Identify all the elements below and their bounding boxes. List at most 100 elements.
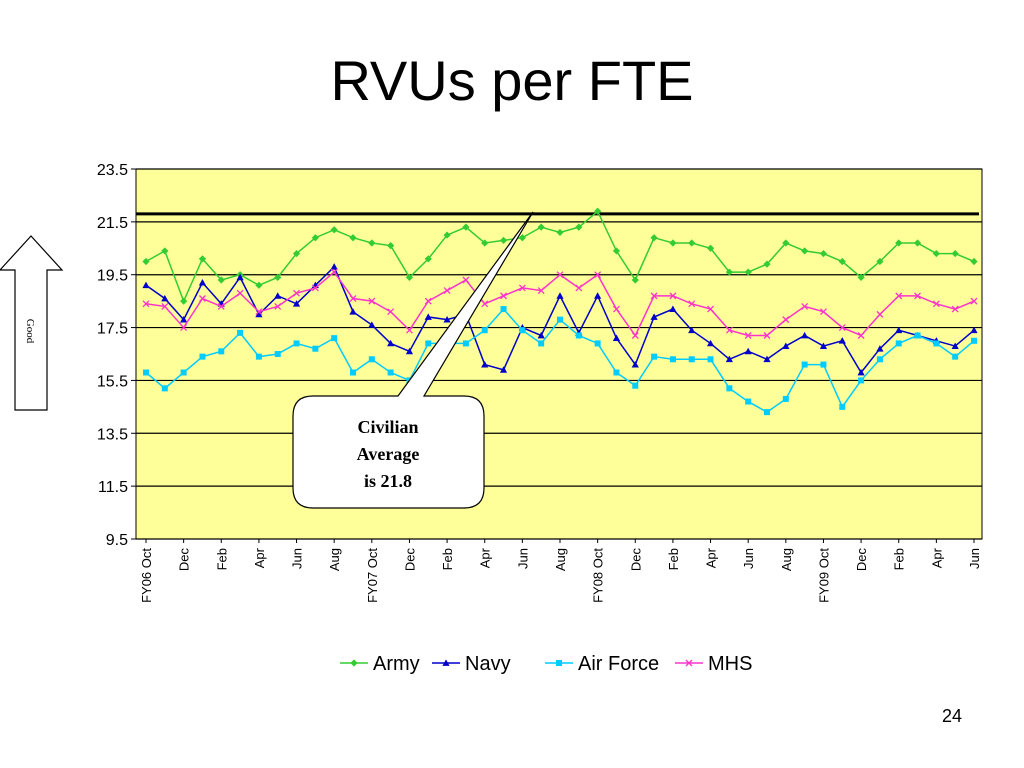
callout-line-1: Civilian (357, 417, 418, 437)
data-point (782, 239, 790, 247)
data-point (349, 308, 357, 315)
series-air-force (143, 306, 977, 416)
x-tick-label: Apr (704, 547, 719, 568)
legend-item: Navy (432, 653, 511, 675)
data-point (180, 369, 187, 376)
data-point (330, 268, 338, 276)
y-tick-label: 11.5 (98, 479, 128, 496)
series-layer (142, 207, 978, 416)
data-point (424, 297, 432, 305)
data-point (330, 263, 338, 270)
data-point (801, 361, 808, 368)
data-point (801, 302, 809, 310)
x-tick-label: Aug (327, 548, 342, 571)
data-point (556, 660, 562, 666)
x-tick-label: Feb (892, 548, 907, 570)
data-point (387, 242, 395, 250)
plot-area (135, 168, 983, 540)
data-point (744, 332, 752, 339)
data-point (198, 295, 206, 302)
data-point (519, 327, 526, 334)
data-point (462, 223, 470, 231)
data-point (575, 223, 583, 231)
data-point (725, 355, 733, 363)
data-point (236, 289, 244, 297)
data-point (312, 345, 319, 352)
data-point (876, 345, 884, 352)
data-point (293, 340, 300, 347)
legend-item: MHS (675, 653, 752, 675)
x-tick-label: Jun (515, 548, 530, 569)
legend-label: Air Force (578, 653, 659, 675)
data-point (858, 377, 865, 384)
data-point (631, 276, 639, 284)
data-point (350, 369, 356, 376)
data-point (500, 306, 507, 313)
data-point (688, 356, 695, 363)
y-tick-label: 21.5 (97, 215, 128, 232)
data-point (180, 297, 188, 305)
data-point (971, 337, 977, 344)
data-point (161, 385, 168, 392)
data-point (688, 239, 696, 247)
data-point (669, 292, 677, 300)
data-point (782, 395, 789, 402)
data-point (612, 334, 621, 342)
data-point (951, 305, 959, 313)
data-point (763, 332, 771, 339)
data-point (349, 234, 357, 242)
good-arrow-shape (0, 235, 64, 411)
data-point (744, 347, 752, 355)
x-tick-label: Apr (252, 547, 267, 568)
data-point (764, 409, 770, 416)
data-point (255, 353, 262, 360)
data-point (557, 316, 563, 323)
legend-label: Army (373, 653, 420, 675)
data-point (481, 239, 489, 247)
data-point (481, 327, 488, 334)
data-point (425, 340, 432, 347)
data-point (237, 329, 244, 336)
legend: Army Navy Air Force MHS (340, 653, 752, 675)
data-point (538, 340, 545, 347)
x-tick-label: Jun (741, 548, 756, 569)
data-point (368, 239, 376, 247)
data-point (612, 247, 621, 255)
data-point (274, 292, 282, 299)
data-point (650, 234, 658, 242)
data-point (575, 332, 582, 339)
data-point (857, 273, 865, 281)
data-point (198, 279, 207, 286)
data-point (368, 297, 376, 305)
data-point (763, 260, 771, 268)
good-arrow-label: Good (24, 319, 36, 344)
data-point (782, 342, 790, 349)
data-point (443, 287, 451, 295)
data-point (330, 226, 338, 234)
x-tick-label: FY08 Oct (591, 548, 606, 603)
data-point (914, 292, 922, 300)
y-tick-label: 15.5 (97, 373, 128, 390)
data-point (594, 340, 601, 347)
data-point (952, 353, 959, 360)
data-point (218, 348, 225, 355)
data-point (932, 249, 940, 258)
data-point (914, 332, 921, 339)
x-tick-label: Feb (214, 548, 229, 570)
data-point (556, 271, 564, 279)
data-point (274, 351, 281, 357)
data-point (442, 659, 450, 666)
data-point (198, 255, 207, 263)
data-point (632, 382, 639, 389)
data-point (857, 332, 865, 339)
data-point (331, 335, 338, 342)
data-point (499, 236, 508, 244)
data-point (706, 244, 715, 252)
data-point (669, 239, 677, 247)
x-tick-label: FY07 Oct (365, 548, 380, 603)
data-point (462, 276, 470, 284)
data-point (387, 339, 395, 347)
x-tick-label: Feb (666, 548, 681, 570)
slide-title: RVUs per FTE (330, 49, 694, 112)
data-point (951, 249, 959, 258)
